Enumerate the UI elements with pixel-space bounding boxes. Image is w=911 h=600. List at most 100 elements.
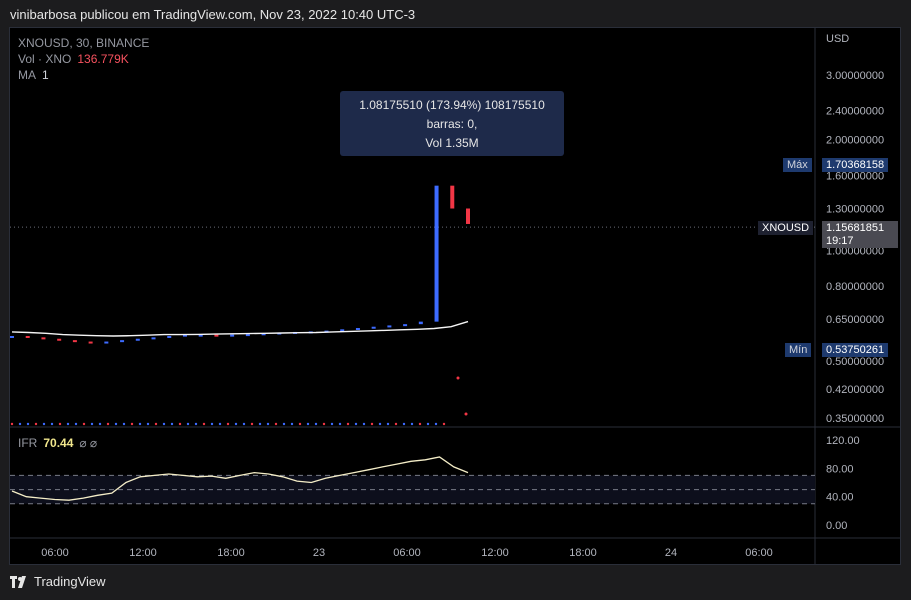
tradingview-logo[interactable]: TradingView bbox=[10, 574, 106, 589]
volume-dot bbox=[42, 422, 46, 426]
volume-dot bbox=[322, 422, 326, 426]
volume-dot bbox=[82, 422, 86, 426]
footer-brand: TradingView bbox=[34, 574, 106, 589]
tradingview-logo-icon bbox=[10, 575, 26, 588]
price-tick-label: 2.40000000 bbox=[826, 106, 884, 118]
price-candle bbox=[466, 208, 470, 224]
volume-dot bbox=[338, 422, 342, 426]
volume-dot bbox=[138, 422, 142, 426]
volume-dot bbox=[418, 422, 422, 426]
price-candle bbox=[151, 337, 156, 340]
volume-dot bbox=[106, 422, 110, 426]
volume-value: 136.779K bbox=[77, 52, 129, 66]
price-candle bbox=[167, 335, 172, 338]
volume-dot bbox=[282, 422, 286, 426]
price-candle bbox=[450, 185, 455, 209]
volume-dot bbox=[410, 422, 414, 426]
min-value: 0.53750261 bbox=[822, 343, 889, 357]
time-tick-label: 23 bbox=[313, 547, 325, 559]
price-candle bbox=[182, 334, 187, 337]
volume-dot bbox=[122, 422, 126, 426]
volume-dot bbox=[258, 422, 262, 426]
rsi-tick-label: 120.00 bbox=[826, 435, 860, 447]
ma-line bbox=[11, 320, 469, 337]
volume-dot bbox=[456, 376, 460, 380]
volume-dot bbox=[386, 422, 390, 426]
price-candle bbox=[371, 326, 376, 329]
volume-dot bbox=[274, 422, 278, 426]
price-candle bbox=[245, 334, 250, 337]
price-candle bbox=[434, 185, 439, 322]
price-tick-label: 1.00000000 bbox=[826, 245, 884, 257]
volume-dot bbox=[66, 422, 70, 426]
volume-dot bbox=[434, 422, 438, 426]
price-tick-label: 0.65000000 bbox=[826, 314, 884, 326]
volume-dot bbox=[154, 422, 158, 426]
volume-dot bbox=[242, 422, 246, 426]
price-candle bbox=[25, 335, 30, 338]
time-tick-label: 06:00 bbox=[393, 547, 421, 559]
volume-dot bbox=[346, 422, 350, 426]
volume-dot bbox=[26, 422, 30, 426]
volume-dot bbox=[18, 422, 22, 426]
price-tick-label: 3.00000000 bbox=[826, 70, 884, 82]
volume-dot bbox=[250, 422, 254, 426]
tooltip-line-1: 1.08175510 (173.94%) 108175510 bbox=[359, 97, 545, 112]
symbol-title[interactable]: XNOUSD, 30, BINANCE bbox=[18, 36, 150, 50]
price-candle bbox=[387, 325, 392, 328]
volume-dot bbox=[186, 422, 190, 426]
volume-dot bbox=[210, 422, 214, 426]
currency-label: USD bbox=[826, 33, 850, 45]
volume-dot bbox=[378, 422, 382, 426]
rsi-legend: IFR 70.44 ⌀ ⌀ bbox=[18, 436, 97, 450]
publisher-header: vinibarbosa publicou em TradingView.com,… bbox=[10, 7, 416, 22]
time-tick-label: 06:00 bbox=[745, 547, 773, 559]
countdown: 19:17 bbox=[822, 234, 898, 248]
volume-dot bbox=[464, 412, 468, 416]
volume-dot bbox=[370, 422, 374, 426]
volume-dot bbox=[442, 422, 446, 426]
volume-dot bbox=[218, 422, 222, 426]
rsi-icons: ⌀ ⌀ bbox=[79, 436, 98, 450]
price-candle bbox=[198, 334, 203, 337]
volume-dot bbox=[170, 422, 174, 426]
volume-dot bbox=[98, 422, 102, 426]
volume-dot bbox=[194, 422, 198, 426]
rsi-tick-label: 80.00 bbox=[826, 463, 854, 475]
time-tick-label: 06:00 bbox=[41, 547, 69, 559]
volume-dot bbox=[314, 422, 318, 426]
volume-dot bbox=[178, 422, 182, 426]
volume-dot bbox=[354, 422, 358, 426]
price-tick-label: 1.60000000 bbox=[826, 170, 884, 182]
chart-legend: XNOUSD, 30, BINANCE Vol · XNO 136.779K M… bbox=[18, 35, 149, 83]
rsi-value: 70.44 bbox=[43, 436, 74, 450]
price-candle bbox=[355, 328, 360, 331]
tooltip-line-3: Vol 1.35M bbox=[425, 135, 479, 150]
volume-dot bbox=[146, 422, 150, 426]
volume-dot bbox=[10, 422, 14, 426]
price-candle bbox=[418, 321, 423, 325]
volume-dot bbox=[362, 422, 366, 426]
max-value: 1.70368158 bbox=[822, 158, 889, 172]
volume-dot bbox=[202, 422, 206, 426]
volume-dot bbox=[402, 422, 406, 426]
rsi-tick-label: 0.00 bbox=[826, 520, 847, 532]
price-candle bbox=[57, 338, 62, 341]
price-candle bbox=[261, 333, 266, 336]
price-tick-label: 0.42000000 bbox=[826, 384, 884, 396]
time-tick-label: 12:00 bbox=[129, 547, 157, 559]
time-tick-label: 18:00 bbox=[217, 547, 245, 559]
volume-dot bbox=[50, 422, 54, 426]
price-candle bbox=[41, 337, 46, 340]
tooltip-line-2: barras: 0, bbox=[426, 116, 478, 131]
volume-label: Vol · XNO bbox=[18, 52, 72, 66]
volume-dot bbox=[290, 422, 294, 426]
price-candle bbox=[10, 335, 14, 338]
volume-dot bbox=[74, 422, 78, 426]
volume-dot bbox=[426, 422, 430, 426]
min-label: Mín bbox=[785, 343, 812, 357]
price-candle bbox=[104, 341, 109, 344]
ma-label: MA bbox=[18, 68, 36, 82]
volume-dot bbox=[306, 422, 310, 426]
